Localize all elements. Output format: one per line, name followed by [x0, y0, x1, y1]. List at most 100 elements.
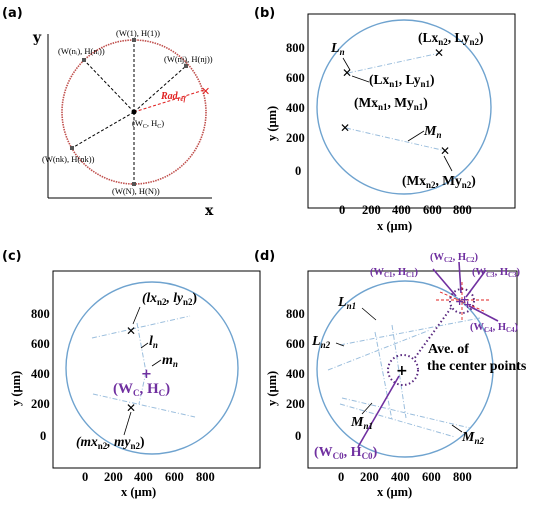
label-Lxn2: (Lxn2, Lyn2)	[418, 30, 484, 47]
label-Mxn2: (Mxn2, Myn2)	[402, 173, 476, 190]
leader-Mxn2	[443, 155, 453, 172]
leader-Ln1	[361, 307, 377, 321]
label-mxn2: (mxn2, myn2)	[76, 434, 145, 451]
center-label: (WC, HC)	[132, 118, 164, 130]
ref-radius-line	[133, 89, 205, 113]
leader-Mn1	[361, 402, 373, 415]
ave-center-marker: +	[396, 363, 408, 379]
leader-Mn2	[451, 424, 463, 433]
panel-a: (a) y x ✕ (W(1), H(1)) (W(nᵢ), H(nᵢ))	[2, 6, 214, 219]
label-Mn1: Mn1	[350, 415, 373, 431]
y-axis-label-c: y (μm)	[9, 371, 23, 406]
x-axis-label-d: x (μm)	[377, 485, 412, 499]
panel-c: (c) ✕ ✕ + 800 600 400 200 0 0 200 400 60…	[2, 249, 261, 499]
svg-text:800: 800	[286, 41, 305, 55]
label-Mxn1: (Mxn1, Myn1)	[354, 95, 428, 112]
svg-text:800: 800	[286, 307, 305, 321]
markers-c: ✕ ✕	[126, 324, 136, 415]
svg-text:600: 600	[286, 71, 305, 85]
svg-text:800: 800	[31, 307, 50, 321]
svg-text:0: 0	[40, 429, 46, 443]
svg-text:✕: ✕	[440, 144, 450, 158]
chord-Ln	[347, 52, 441, 74]
panel-label-b: (b)	[254, 6, 275, 21]
panel-label-d: (d)	[254, 249, 275, 264]
x-ticks-c: 0 200 400 600 800	[82, 470, 215, 484]
svg-text:200: 200	[31, 397, 50, 411]
label-lxn2: (lxn2, lyn2)	[142, 290, 197, 307]
markers-b: ✕ ✕ ✕ ✕	[340, 46, 450, 158]
point-label-ni: (W(nᵢ), H(nᵢ))	[58, 46, 105, 56]
point-label-top: (W(1), H(1))	[116, 28, 160, 38]
plot-frame-d	[307, 270, 518, 469]
y-axis-label-d: y (μm)	[265, 371, 279, 406]
svg-text:0: 0	[295, 429, 301, 443]
svg-text:0: 0	[339, 203, 345, 217]
svg-text:+: +	[455, 295, 464, 308]
bisector-mn	[138, 371, 147, 405]
label-Mn: Mn	[423, 124, 441, 140]
x-axis-label-c: x (μm)	[121, 485, 156, 499]
x-axis-label: x	[205, 203, 214, 219]
boundary-circle-d	[316, 280, 494, 458]
y-axis-label: y	[32, 30, 42, 46]
svg-text:800: 800	[196, 470, 215, 484]
label-Ln1: Ln1	[337, 295, 356, 311]
label-center-c: (WC, HC)	[113, 381, 170, 398]
circle-points	[70, 38, 188, 186]
cluster-points: + + +	[455, 293, 472, 311]
leader-Lxn1	[351, 75, 370, 83]
svg-text:400: 400	[286, 367, 305, 381]
cluster-crosshairs	[436, 282, 490, 322]
y-axis-label-b: y (μm)	[265, 106, 279, 141]
x-axis-label-b: x (μm)	[377, 219, 412, 233]
label-Ln2: Ln2	[311, 334, 331, 350]
rad-ref-marker: ✕	[201, 85, 210, 98]
y-ticks-b: 800 600 400 200 0	[286, 41, 305, 178]
panel-label-c: (c)	[2, 249, 22, 264]
svg-text:✕: ✕	[434, 46, 444, 60]
y-ticks-c: 800 600 400 200 0	[31, 307, 50, 443]
chords-d	[327, 317, 481, 438]
svg-text:+: +	[460, 293, 469, 306]
svg-text:400: 400	[391, 470, 410, 484]
panel-d: (d) + + + +	[254, 249, 527, 499]
svg-text:0: 0	[338, 470, 344, 484]
panel-label-a: (a)	[2, 6, 23, 21]
svg-text:0: 0	[82, 470, 88, 484]
point-label-nj: (W(nj), H(nj))	[164, 54, 213, 64]
center-point	[131, 109, 137, 115]
svg-text:800: 800	[453, 470, 472, 484]
boundary-circle-b	[316, 19, 492, 195]
svg-text:600: 600	[165, 470, 184, 484]
leader-ln	[140, 342, 149, 349]
label-Lxn1: (Lxn1, Lyn1)	[369, 72, 435, 89]
ave-center-circle	[387, 354, 419, 386]
chord-ln	[91, 315, 191, 339]
label-ln: ln	[149, 334, 158, 350]
x-ticks-d: 0 200 400 600 800	[338, 470, 472, 484]
svg-text:400: 400	[286, 101, 305, 115]
point-label-bottom: (W(N), H(N))	[112, 186, 160, 196]
ave-label-line2: the center points	[427, 359, 527, 374]
svg-text:200: 200	[286, 397, 305, 411]
label-Ln: Ln	[330, 41, 345, 57]
label-Mn2: Mn2	[461, 430, 484, 446]
plot-frame-b	[307, 13, 516, 209]
point-label-nk: (W(nk), H(nk))	[42, 154, 95, 164]
center-leaders	[357, 261, 499, 448]
chord-Mn	[345, 127, 447, 152]
svg-text:200: 200	[362, 203, 381, 217]
svg-text:✕: ✕	[340, 121, 350, 135]
svg-text:0: 0	[295, 164, 301, 178]
label-c4: (WC4, HC4)	[470, 322, 519, 334]
leader-mn	[151, 359, 162, 367]
svg-text:200: 200	[286, 131, 305, 145]
boundary-circle-c	[65, 281, 239, 455]
svg-text:400: 400	[134, 470, 153, 484]
plot-frame-c	[52, 270, 261, 469]
svg-text:400: 400	[31, 367, 50, 381]
label-c3: (WC3, HC3)	[472, 267, 521, 279]
x-ticks-b: 0 200 400 600 800	[339, 203, 472, 217]
